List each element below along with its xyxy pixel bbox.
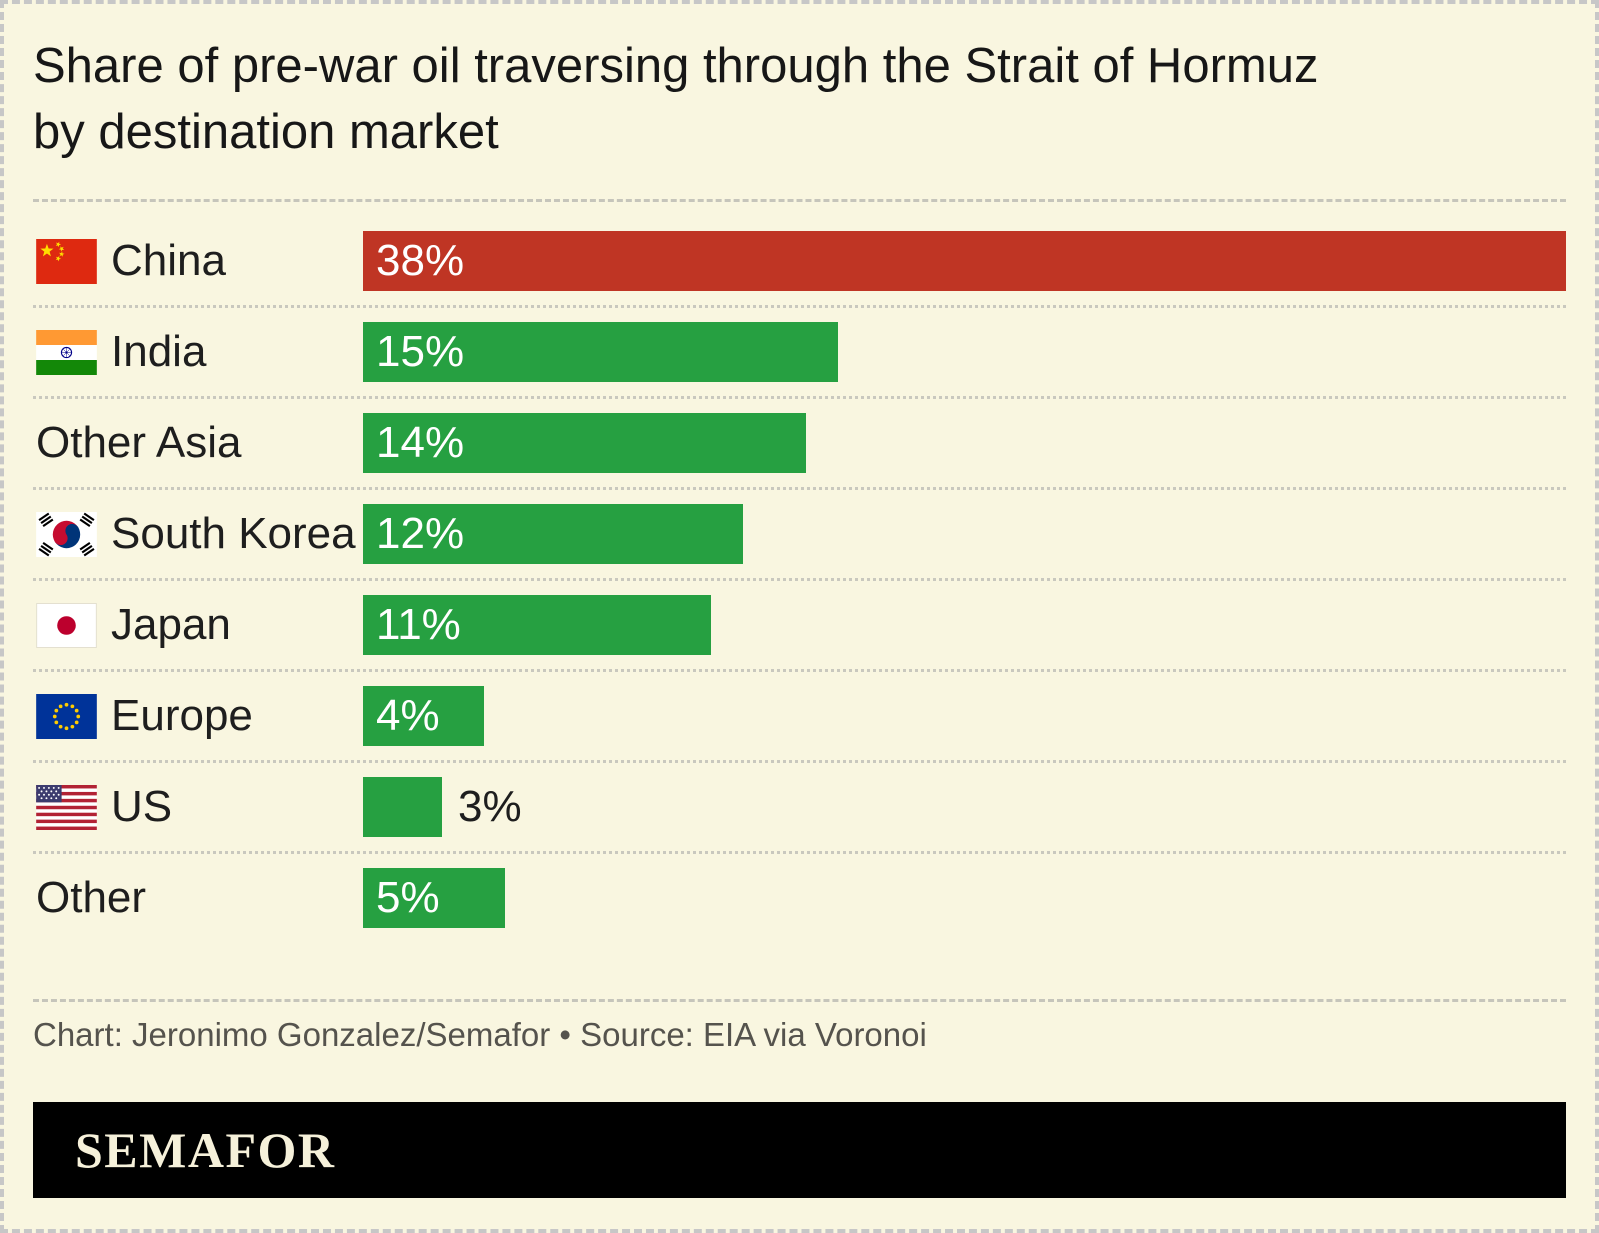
bar-cell-india: 15%	[363, 322, 1566, 382]
page-title: Share of pre-war oil traversing through …	[33, 33, 1566, 165]
china-flag-icon	[36, 238, 97, 284]
bar-cell-other: 5%	[363, 868, 1566, 928]
value-label-other-asia: 14%	[376, 418, 465, 467]
bar-cell-south-korea: 12%	[363, 504, 1566, 564]
chart-row-other-asia: Other Asia 14%	[33, 396, 1566, 487]
semafor-logo: SEMAFOR	[75, 1122, 336, 1178]
chart-row-south-korea: South Korea 12%	[33, 487, 1566, 578]
chart-row-us: US 3%	[33, 760, 1566, 851]
page-title-line1: Share of pre-war oil traversing through …	[33, 39, 1319, 93]
value-label-japan: 11%	[376, 600, 461, 649]
label-cell-india: India	[33, 327, 363, 377]
label-cell-us: US	[33, 782, 363, 832]
bar-other-asia: 14%	[363, 413, 806, 473]
category-label: South Korea	[111, 509, 356, 558]
bar-chart: China 38% India 15% Other Asia 14% South Korea…	[33, 199, 1566, 1002]
bar-south-korea: 12%	[363, 504, 743, 564]
chart-row-other: Other 5%	[33, 851, 1566, 942]
chart-row-china: China 38%	[33, 217, 1566, 305]
label-cell-japan: Japan	[33, 600, 363, 650]
bar-cell-china: 38%	[363, 231, 1566, 291]
label-cell-other: Other	[33, 873, 363, 923]
label-cell-south-korea: South Korea	[33, 509, 363, 559]
category-label: China	[111, 236, 226, 285]
bar-other: 5%	[363, 868, 505, 928]
chart-row-india: India 15%	[33, 305, 1566, 396]
category-label: Other	[36, 873, 147, 922]
semafor-logo-bar: SEMAFOR	[33, 1102, 1566, 1198]
japan-flag-icon	[36, 602, 97, 648]
bar-cell-europe: 4%	[363, 686, 1566, 746]
bar-india: 15%	[363, 322, 838, 382]
bar-cell-us: 3%	[363, 777, 1566, 837]
value-label-europe: 4%	[376, 691, 440, 740]
india-flag-icon	[36, 329, 97, 375]
bar-europe: 4%	[363, 686, 484, 746]
value-label-china: 38%	[376, 236, 465, 285]
label-cell-other-asia: Other Asia	[33, 418, 363, 468]
bar-japan: 11%	[363, 595, 711, 655]
value-label-other: 5%	[376, 873, 440, 922]
bar-us	[363, 777, 442, 837]
value-label-south-korea: 12%	[376, 509, 465, 558]
category-label: US	[111, 782, 173, 831]
bar-china: 38%	[363, 231, 1566, 291]
value-label-india: 15%	[376, 327, 465, 376]
category-label: Other Asia	[36, 418, 242, 467]
chart-row-japan: Japan 11%	[33, 578, 1566, 669]
bar-cell-other-asia: 14%	[363, 413, 1566, 473]
category-label: Japan	[111, 600, 231, 649]
label-cell-europe: Europe	[33, 691, 363, 741]
value-label-us: 3%	[458, 782, 522, 831]
chart-row-europe: Europe 4%	[33, 669, 1566, 760]
page-title-line2: by destination market	[33, 105, 499, 159]
label-cell-china: China	[33, 236, 363, 286]
chart-credit: Chart: Jeronimo Gonzalez/Semafor • Sourc…	[33, 1016, 927, 1053]
eu-flag-icon	[36, 693, 97, 739]
south-korea-flag-icon	[36, 511, 97, 557]
category-label: India	[111, 327, 207, 376]
category-label: Europe	[111, 691, 253, 740]
chart-rows: China 38% India 15% Other Asia 14% South Korea…	[33, 217, 1566, 942]
us-flag-icon	[36, 784, 97, 830]
bar-cell-japan: 11%	[363, 595, 1566, 655]
